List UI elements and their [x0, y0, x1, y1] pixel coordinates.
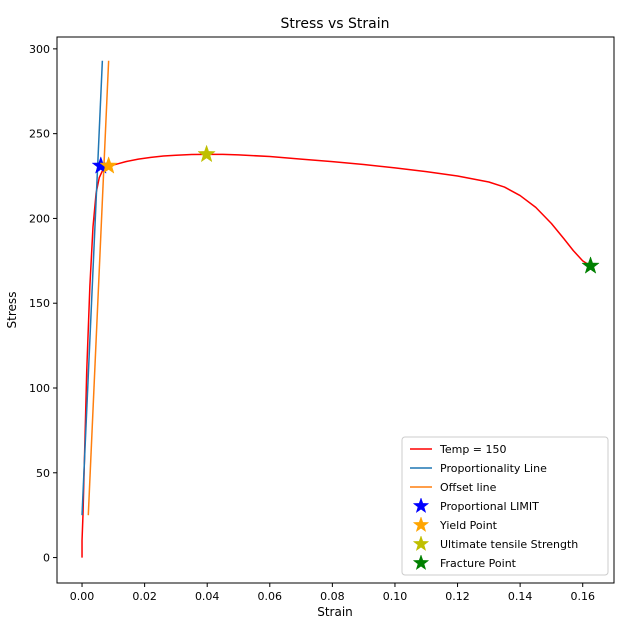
y-tick-label: 200: [29, 212, 50, 225]
y-tick-label: 300: [29, 43, 50, 56]
legend-label: Fracture Point: [440, 557, 517, 570]
y-tick-label: 0: [43, 552, 50, 565]
y-tick-label: 150: [29, 297, 50, 310]
legend-swatch: [412, 554, 430, 571]
x-tick-label: 0.10: [383, 590, 408, 603]
legend-item-ultimate-tensile-strength: Ultimate tensile Strength: [412, 535, 578, 552]
legend-box: [401, 436, 609, 576]
legend-item-proportional-limit: Proportional LIMIT: [412, 497, 539, 514]
series-line-offset-line: [87, 60, 110, 516]
legend-label: Ultimate tensile Strength: [440, 538, 578, 551]
y-tick-label: 250: [29, 128, 50, 141]
x-tick-label: 0.06: [258, 590, 283, 603]
series-line-proportionality-line: [81, 60, 104, 516]
x-tick-label: 0.00: [70, 590, 95, 603]
legend-label: Yield Point: [439, 519, 498, 532]
legend-swatch: [412, 535, 430, 552]
x-tick-label: 0.14: [508, 590, 533, 603]
marker-fracture-point: [581, 256, 600, 274]
legend-item-temp-150: Temp = 150: [410, 443, 507, 456]
series-line-temp-150: [81, 153, 591, 558]
x-tick-label: 0.16: [570, 590, 595, 603]
legend-label: Temp = 150: [439, 443, 507, 456]
legend-label: Offset line: [440, 481, 497, 494]
y-axis-title: Stress: [5, 292, 19, 329]
legend-item-yield-point: Yield Point: [412, 516, 498, 533]
legend-item-fracture-point: Fracture Point: [412, 554, 517, 571]
x-tick-label: 0.08: [320, 590, 345, 603]
x-tick-label: 0.04: [195, 590, 220, 603]
series-layer: [81, 60, 600, 558]
legend-item-offset-line: Offset line: [410, 481, 497, 494]
legend-label: Proportional LIMIT: [440, 500, 539, 513]
marker-yield-point: [99, 156, 118, 174]
legend-swatch: [412, 497, 430, 514]
legend-label: Proportionality Line: [440, 462, 547, 475]
marker-ultimate-tensile-strength: [197, 144, 216, 163]
y-tick-label: 100: [29, 382, 50, 395]
plot-frame: [56, 36, 615, 584]
x-axis-title: Strain: [317, 605, 353, 619]
axes-layer: 0.00 0.02 0.04 0.06 0.08 0.10 0.12 0.14 0.16 0 50 1…: [29, 36, 615, 603]
y-tick-label: 50: [36, 467, 50, 480]
legend: Temp = 150 Proportionality Line Offset lin…: [401, 436, 609, 576]
chart-title: Stress vs Strain: [281, 16, 390, 32]
legend-swatch: [412, 516, 430, 533]
x-tick-label: 0.12: [445, 590, 470, 603]
x-tick-label: 0.02: [132, 590, 157, 603]
legend-item-proportionality-line: Proportionality Line: [410, 462, 547, 475]
